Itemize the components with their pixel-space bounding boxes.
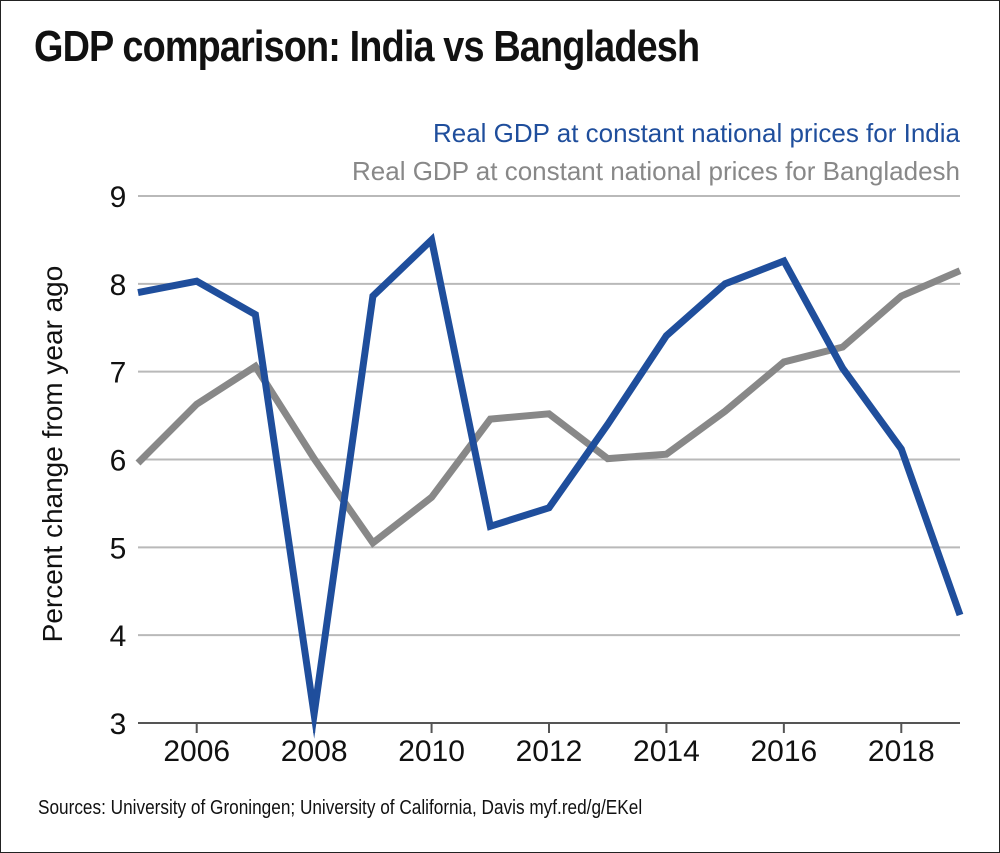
x-tick-label: 2006: [163, 735, 230, 768]
legend-item-india: Real GDP at constant national prices for…: [433, 118, 961, 148]
x-axis-ticks: 2006 2008 2010 2012 2014 2016 2018: [163, 723, 935, 768]
y-tick-label: 9: [110, 181, 127, 214]
y-tick-label: 7: [110, 357, 127, 390]
y-axis-label: Percent change from year ago: [37, 266, 68, 643]
series-line-india: [137, 232, 964, 739]
x-tick-label: 2016: [750, 735, 817, 768]
x-tick-label: 2014: [633, 735, 700, 768]
x-tick-label: 2018: [868, 735, 935, 768]
y-tick-label: 3: [110, 708, 127, 741]
y-tick-label: 6: [110, 445, 127, 478]
x-tick-label: 2008: [281, 735, 348, 768]
series-line-bangladesh: [135, 267, 962, 548]
x-tick-label: 2010: [398, 735, 465, 768]
y-axis-ticks: 3 4 5 6 7 8 9: [110, 181, 127, 741]
legend-item-bangladesh: Real GDP at constant national prices for…: [352, 156, 960, 186]
chart-title: GDP comparison: India vs Bangladesh: [34, 22, 700, 71]
x-tick-label: 2012: [516, 735, 583, 768]
y-tick-label: 5: [110, 532, 127, 565]
legend: Real GDP at constant national prices for…: [352, 118, 961, 186]
gridlines: [138, 195, 960, 724]
source-note: Sources: University of Groningen; Univer…: [38, 797, 643, 819]
series-lines: [135, 232, 964, 739]
y-tick-label: 4: [110, 620, 127, 653]
y-tick-label: 8: [110, 269, 127, 302]
